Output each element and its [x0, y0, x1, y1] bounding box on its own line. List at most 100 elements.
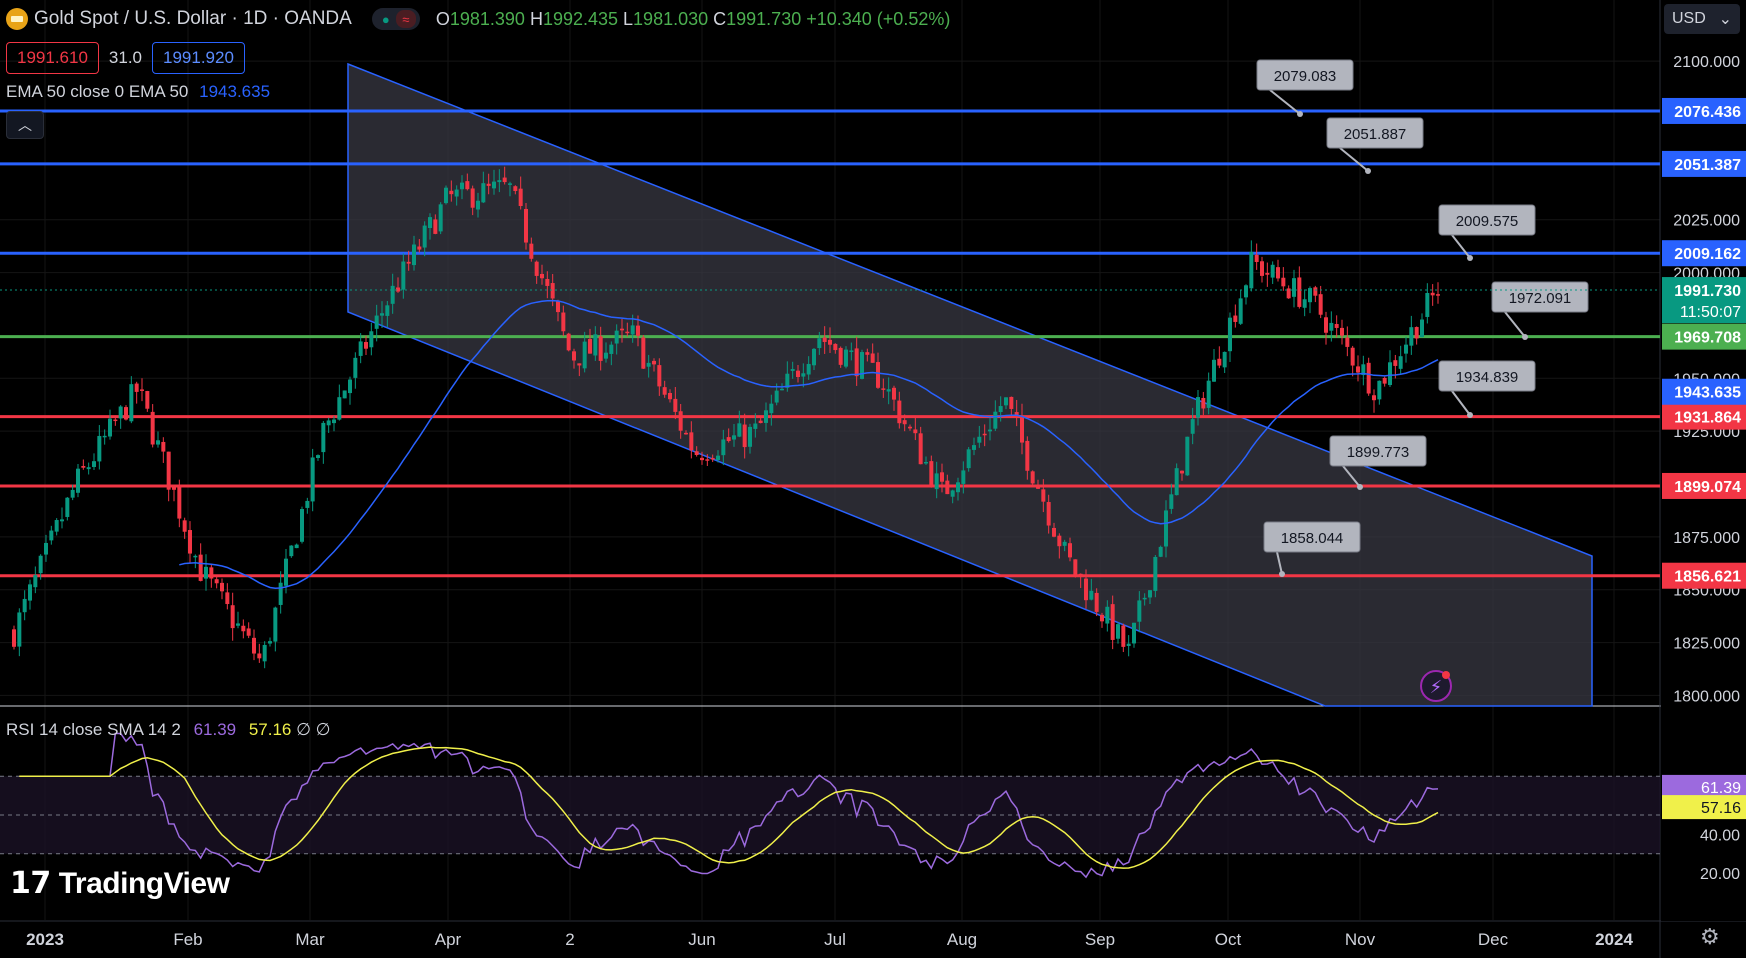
candle-body — [1062, 541, 1067, 546]
price-callout[interactable]: 2079.083 — [1256, 59, 1354, 117]
candle-body — [1297, 277, 1302, 307]
candle-body — [940, 472, 944, 482]
candle-body — [92, 461, 96, 467]
callout-box — [1329, 435, 1427, 467]
callout-label: 1934.839 — [1456, 369, 1519, 386]
candle-body — [561, 312, 566, 332]
candle-body — [1318, 294, 1323, 315]
price-tick-label: 1875.000 — [1673, 530, 1740, 547]
candle-body — [177, 486, 182, 519]
candle-body — [225, 592, 230, 605]
candle-body — [806, 363, 811, 375]
level-price-tag[interactable]: 2051.387 — [1674, 157, 1741, 174]
rsi-sma-line — [19, 746, 1439, 869]
price-callout[interactable]: 1972.091 — [1491, 281, 1589, 340]
candle-body — [753, 423, 758, 429]
candle-body — [758, 420, 763, 424]
candle-body — [204, 566, 208, 579]
time-axis-label: Apr — [435, 930, 462, 949]
candle-body — [748, 426, 752, 447]
price-callout[interactable]: 1858.044 — [1263, 521, 1361, 577]
candle-body — [604, 352, 608, 359]
rsi-legend[interactable]: RSI 14 close SMA 14 2 61.39 57.16 ∅ ∅ — [6, 720, 330, 740]
candle-body — [124, 407, 128, 420]
candle-body — [588, 339, 592, 354]
candle-body — [705, 459, 710, 461]
candle-body — [582, 341, 587, 369]
candle-body — [1313, 287, 1318, 296]
market-open-dot-icon: ● — [381, 11, 390, 27]
rsi-legend-label: RSI 14 close SMA 14 2 — [6, 720, 181, 739]
price-callout[interactable]: 2051.887 — [1326, 117, 1424, 174]
candle-body — [396, 287, 400, 292]
buy-button[interactable]: 1991.920 — [152, 42, 245, 74]
settings-gear-icon[interactable]: ⚙ — [1700, 924, 1720, 949]
candle-body — [502, 177, 507, 183]
candle-body — [950, 490, 955, 497]
ema-legend[interactable]: EMA 50 close 0 EMA 50 1943.635 — [6, 82, 270, 102]
candle-body — [161, 441, 166, 452]
candle-body — [1260, 261, 1264, 276]
price-change: +10.340 (+0.52%) — [806, 8, 951, 29]
callout-label: 2009.575 — [1456, 213, 1519, 230]
candle-body — [108, 418, 112, 437]
candle-body — [897, 400, 902, 424]
candle-body — [129, 384, 134, 422]
level-price-tag[interactable]: 1969.708 — [1674, 330, 1741, 347]
candle-body — [1100, 614, 1104, 622]
chevron-up-icon: ︿ — [18, 117, 32, 133]
candle-body — [1430, 292, 1435, 296]
ema-price-tag[interactable]: 1943.635 — [1674, 385, 1741, 402]
candle-body — [33, 575, 38, 588]
candle-body — [470, 188, 475, 208]
callout-anchor — [1357, 484, 1363, 490]
candle-body — [1057, 535, 1062, 547]
time-axis-label: Feb — [173, 930, 202, 949]
candle-body — [166, 451, 171, 490]
candle-body — [1206, 380, 1211, 408]
candle-body — [390, 285, 395, 304]
candle-body — [1110, 604, 1115, 640]
symbol-header[interactable]: Gold Spot / U.S. Dollar · 1D · OANDA ● ≈… — [6, 4, 950, 34]
alert-icon[interactable]: ⚡ — [1420, 670, 1452, 702]
candle-body — [614, 330, 619, 344]
descending-channel[interactable] — [347, 62, 1593, 707]
candle-body — [598, 336, 603, 361]
level-price-tag[interactable]: 2076.436 — [1674, 104, 1741, 121]
last-price-tag[interactable]: 1991.730 — [1674, 283, 1741, 300]
candle-body — [316, 455, 320, 458]
candle-body — [1084, 578, 1088, 601]
price-callout[interactable]: 1934.839 — [1438, 360, 1536, 418]
candle-body — [230, 605, 235, 629]
rsi-value-tag-bg — [1662, 795, 1746, 820]
tradingview-logo[interactable]: 𝟭𝟳 TradingView — [10, 866, 230, 901]
candle-body — [220, 582, 224, 592]
candle-body — [822, 337, 827, 342]
candle-body — [1132, 622, 1136, 644]
level-price-tag[interactable]: 1931.864 — [1674, 410, 1741, 427]
candle-body — [1329, 322, 1334, 331]
level-price-tag-bg — [1662, 562, 1746, 589]
candle-body — [1046, 502, 1051, 526]
candle-body — [529, 243, 534, 259]
collapse-legend-button[interactable]: ︿ — [6, 111, 44, 139]
candle-body — [1153, 556, 1158, 591]
price-callout[interactable]: 1899.773 — [1329, 435, 1427, 490]
candle-body — [481, 183, 486, 203]
candle-body — [86, 467, 91, 470]
level-price-tag[interactable]: 1899.074 — [1674, 479, 1741, 496]
level-price-tag[interactable]: 2009.162 — [1674, 246, 1741, 263]
candle-body — [412, 244, 416, 266]
candle-body — [134, 383, 139, 392]
callout-pointer — [1504, 311, 1526, 338]
market-status-pill[interactable]: ● ≈ — [371, 8, 420, 30]
callout-pointer — [1342, 465, 1361, 488]
candle-body — [860, 352, 864, 379]
currency-selector[interactable]: USD ⌄ — [1664, 4, 1740, 34]
symbol-title[interactable]: Gold Spot / U.S. Dollar · 1D · OANDA — [34, 8, 352, 29]
level-price-tag[interactable]: 1856.621 — [1674, 569, 1741, 586]
sell-button[interactable]: 1991.610 — [6, 42, 99, 74]
candle-body — [380, 313, 384, 316]
price-callout[interactable]: 2009.575 — [1438, 204, 1536, 261]
